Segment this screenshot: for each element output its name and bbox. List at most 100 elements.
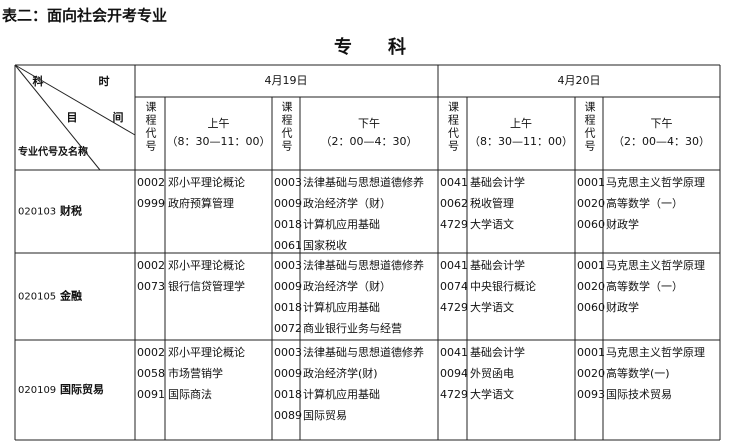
course-name: 银行信贷管理学 bbox=[168, 279, 245, 293]
course-name: 外贸函电 bbox=[470, 367, 514, 380]
code-header: 课程代号 bbox=[280, 101, 293, 153]
course-name: 法律基础与思想道德修养 bbox=[303, 345, 424, 359]
course-name: 大学语文 bbox=[470, 387, 514, 401]
course-code: 0073 bbox=[137, 280, 165, 293]
session-time: （8：30—11：00） bbox=[167, 135, 271, 148]
course-name: 政治经济学(财) bbox=[303, 366, 378, 380]
major-name: 财税 bbox=[59, 204, 82, 218]
course-code: 0072 bbox=[274, 322, 302, 335]
course-name: 市场营销学 bbox=[168, 366, 223, 380]
course-code: 0074 bbox=[440, 280, 468, 293]
major-name: 国际贸易 bbox=[60, 382, 104, 396]
course-name: 国际贸易 bbox=[303, 409, 347, 422]
course-name: 高等数学（一） bbox=[606, 196, 683, 210]
course-code: 0062 bbox=[440, 197, 468, 210]
major-code: 020105 bbox=[18, 292, 56, 303]
course-name: 商业银行业务与经营 bbox=[303, 321, 402, 335]
course-code: 0018 bbox=[274, 301, 302, 314]
course-code: 0001 bbox=[577, 176, 605, 189]
course-code: 0001 bbox=[577, 346, 605, 359]
course-name: 国际技术贸易 bbox=[606, 388, 672, 401]
course-name: 计算机应用基础 bbox=[303, 387, 380, 401]
course-code: 0003 bbox=[274, 259, 302, 272]
corner-label: 科 bbox=[33, 74, 44, 88]
course-name: 基础会计学 bbox=[470, 258, 525, 272]
course-name: 马克思主义哲学原理 bbox=[606, 345, 705, 359]
code-header: 课程代号 bbox=[144, 101, 157, 153]
course-name: 邓小平理论概论 bbox=[168, 258, 245, 272]
course-name: 马克思主义哲学原理 bbox=[606, 175, 705, 189]
corner-label: 间 bbox=[113, 111, 124, 124]
course-code: 0020 bbox=[577, 197, 605, 210]
course-name: 高等数学(一) bbox=[606, 366, 670, 380]
corner-label: 时 bbox=[99, 74, 110, 88]
course-code: 0041 bbox=[440, 259, 468, 272]
major-code: 020109 bbox=[18, 385, 56, 396]
date-header: 4月20日 bbox=[558, 74, 601, 87]
course-code: 0003 bbox=[274, 346, 302, 359]
course-name: 大学语文 bbox=[470, 217, 514, 231]
course-code: 0020 bbox=[577, 367, 605, 380]
course-name: 法律基础与思想道德修养 bbox=[303, 175, 424, 189]
title: 表二：面向社会开考专业 bbox=[2, 7, 167, 25]
major-code: 020103 bbox=[18, 207, 56, 218]
course-code: 0001 bbox=[577, 259, 605, 272]
course-code: 0018 bbox=[274, 388, 302, 401]
course-name: 邓小平理论概论 bbox=[168, 345, 245, 359]
course-code: 0060 bbox=[577, 218, 605, 231]
course-code: 0058 bbox=[137, 367, 165, 380]
session-time: （2：00—4：30） bbox=[613, 135, 710, 148]
rule bbox=[14, 64, 136, 136]
course-code: 4729 bbox=[440, 388, 468, 401]
course-code: 0009 bbox=[274, 280, 302, 293]
code-header: 课程代号 bbox=[447, 101, 460, 153]
rule bbox=[14, 64, 101, 171]
course-name: 政治经济学（财） bbox=[303, 279, 391, 293]
course-name: 政治经济学（财） bbox=[303, 196, 391, 210]
course-name: 税收管理 bbox=[470, 196, 514, 210]
course-code: 0089 bbox=[274, 409, 302, 422]
course-name: 大学语文 bbox=[470, 300, 514, 314]
course-code: 0003 bbox=[274, 176, 302, 189]
course-code: 0094 bbox=[440, 367, 468, 380]
course-name: 政府预算管理 bbox=[168, 196, 234, 210]
course-code: 0018 bbox=[274, 218, 302, 231]
course-name: 马克思主义哲学原理 bbox=[606, 258, 705, 272]
course-name: 基础会计学 bbox=[470, 345, 525, 359]
course-name: 计算机应用基础 bbox=[303, 217, 380, 231]
course-name: 邓小平理论概论 bbox=[168, 175, 245, 189]
heading: 专 科 bbox=[334, 36, 406, 58]
major-name: 金融 bbox=[59, 289, 82, 303]
course-code: 0020 bbox=[577, 280, 605, 293]
date-header: 4月19日 bbox=[265, 74, 308, 87]
session-time: （2：00—4：30） bbox=[321, 135, 418, 148]
session-time: （8：30—11：00） bbox=[469, 135, 573, 148]
course-name: 高等数学（一） bbox=[606, 279, 683, 293]
course-name: 财政学 bbox=[606, 217, 639, 231]
course-name: 国家税收 bbox=[303, 238, 347, 252]
course-code: 0041 bbox=[440, 176, 468, 189]
course-code: 0060 bbox=[577, 301, 605, 314]
code-header: 课程代号 bbox=[583, 101, 596, 153]
corner-label: 专业代号及名称 bbox=[18, 145, 88, 158]
session-label: 下午 bbox=[358, 117, 380, 130]
course-code: 0009 bbox=[274, 197, 302, 210]
course-code: 0093 bbox=[577, 388, 605, 401]
course-code: 4729 bbox=[440, 218, 468, 231]
course-name: 基础会计学 bbox=[470, 175, 525, 189]
session-label: 上午 bbox=[510, 117, 532, 130]
course-code: 4729 bbox=[440, 301, 468, 314]
corner-label: 目 bbox=[67, 111, 78, 124]
course-name: 法律基础与思想道德修养 bbox=[303, 258, 424, 272]
course-code: 0002 bbox=[137, 259, 165, 272]
course-name: 国际商法 bbox=[168, 387, 212, 401]
course-name: 计算机应用基础 bbox=[303, 300, 380, 314]
course-code: 0999 bbox=[137, 197, 165, 210]
course-name: 财政学 bbox=[606, 300, 639, 314]
session-label: 上午 bbox=[208, 117, 230, 130]
course-code: 0091 bbox=[137, 388, 165, 401]
course-code: 0041 bbox=[440, 346, 468, 359]
course-name: 中央银行概论 bbox=[470, 279, 536, 293]
course-code: 0061 bbox=[274, 239, 302, 252]
